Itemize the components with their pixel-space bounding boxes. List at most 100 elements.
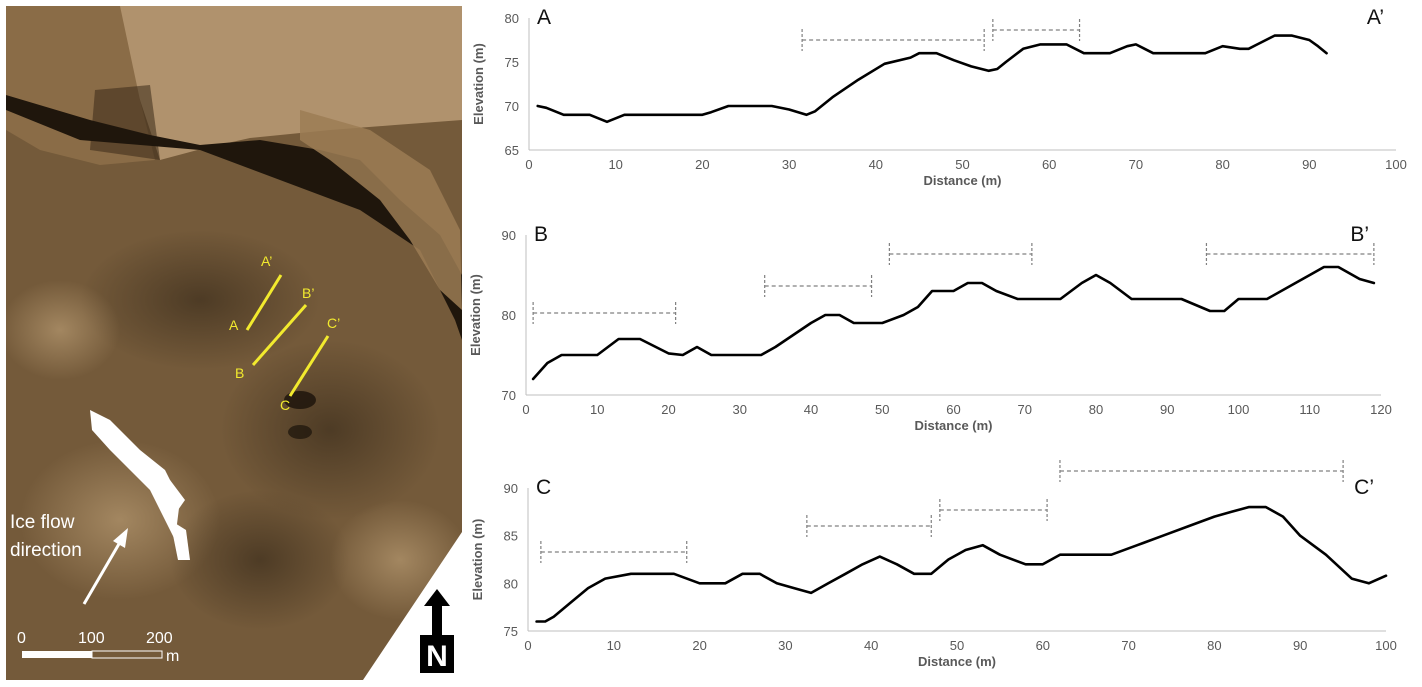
profile-line-b	[251, 304, 308, 366]
scale-bar: 0 100 200 m	[17, 630, 179, 665]
profile-lines: A A’ B B’ C C’	[229, 253, 340, 413]
x-axis-title: Distance (m)	[923, 173, 1001, 188]
x-tick-label: 70	[1121, 638, 1135, 653]
x-tick-label: 60	[1042, 157, 1056, 172]
profile-a-start-label: A	[229, 317, 239, 333]
terrain-shade	[170, 490, 350, 630]
snow-patch	[150, 470, 185, 510]
x-tick-label: 10	[607, 638, 621, 653]
x-tick-label: 90	[1160, 402, 1174, 417]
gully	[6, 95, 462, 340]
panel-label-end: C’	[1354, 476, 1374, 499]
north-arrow-icon	[424, 589, 450, 606]
ice-flow-arrow-icon	[113, 528, 128, 548]
snow-patch	[90, 410, 180, 540]
panel-label-end: B’	[1350, 223, 1369, 246]
profile-b-start-label: B	[235, 365, 244, 381]
x-tick-label: 100	[1228, 402, 1250, 417]
x-tick-label: 50	[950, 638, 964, 653]
x-tick-label: 120	[1370, 402, 1392, 417]
profile-line-c	[288, 335, 330, 397]
x-tick-label: 110	[1299, 402, 1320, 417]
y-tick-label: 75	[504, 624, 518, 639]
scale-tick-0: 0	[17, 630, 26, 647]
y-tick-label: 75	[505, 55, 519, 70]
x-tick-label: 10	[590, 402, 604, 417]
elevation-profile-line	[531, 265, 1376, 381]
profile-chart-c: 75 80 85 90 0 10 20 30 40 50 60 70 80 90 100 Distance (…	[470, 460, 1397, 669]
x-tick-label: 80	[1207, 638, 1221, 653]
ice-flow-label-line1: Ice flow	[10, 512, 75, 533]
scale-tick-200: 200	[146, 630, 173, 647]
x-tick-label: 90	[1302, 157, 1316, 172]
x-tick-label: 0	[524, 638, 531, 653]
terrain-shade	[220, 340, 440, 520]
x-tick-label: 40	[804, 402, 818, 417]
satellite-map	[6, 6, 462, 680]
panel-label-start: B	[534, 223, 548, 246]
plain-area	[110, 6, 462, 160]
x-tick-label: 10	[608, 157, 622, 172]
snow-patch	[170, 520, 190, 560]
x-tick-label: 70	[1018, 402, 1032, 417]
elevation-profile-line	[535, 505, 1388, 623]
north-label: N	[426, 640, 448, 673]
panel-label-start: A	[537, 6, 551, 29]
terrain-shade	[80, 230, 320, 370]
north-label-box	[420, 635, 454, 673]
scale-bar-filled	[22, 651, 92, 658]
ridge-shadow	[90, 85, 160, 160]
scale-unit: m	[166, 648, 179, 665]
x-tick-label: 0	[522, 402, 529, 417]
y-tick-label: 65	[505, 143, 519, 158]
x-tick-label: 0	[525, 157, 532, 172]
x-tick-label: 50	[955, 157, 969, 172]
profile-c-end-label: C’	[327, 315, 340, 331]
profile-c-start-label: C	[280, 397, 290, 413]
x-tick-label: 70	[1129, 157, 1143, 172]
profile-chart-b: 70 80 90 0 10 20 30 40 50 60 70 80 90 100 110 120 Distan…	[468, 223, 1392, 433]
north-arrow: N	[420, 589, 454, 673]
north-arrow-shaft	[432, 605, 442, 635]
scale-bar-empty	[91, 650, 163, 659]
terrain-light	[6, 280, 120, 380]
y-tick-label: 80	[504, 576, 518, 591]
profile-b-end-label: B’	[302, 285, 314, 301]
x-tick-label: 100	[1385, 157, 1407, 172]
x-tick-label: 20	[692, 638, 706, 653]
profile-line-a	[245, 274, 283, 331]
y-tick-label: 80	[502, 308, 516, 323]
elevation-profile-line	[536, 34, 1328, 124]
ice-flow-annotation: Ice flow direction	[10, 512, 128, 605]
moraine-ridge	[300, 110, 462, 310]
x-tick-label: 20	[695, 157, 709, 172]
x-tick-label: 40	[869, 157, 883, 172]
ice-flow-arrow-shaft	[82, 536, 125, 605]
y-tick-label: 80	[505, 11, 519, 26]
y-tick-label: 90	[502, 228, 516, 243]
terrain-light	[330, 500, 462, 620]
y-tick-label: 70	[505, 99, 519, 114]
x-tick-label: 80	[1215, 157, 1229, 172]
ice-flow-label-line2: direction	[10, 540, 82, 561]
panel-label-start: C	[536, 476, 551, 499]
y-tick-label: 90	[504, 481, 518, 496]
depression	[288, 425, 312, 439]
x-tick-label: 30	[782, 157, 796, 172]
x-tick-label: 80	[1089, 402, 1103, 417]
x-tick-label: 30	[778, 638, 792, 653]
x-tick-label: 100	[1375, 638, 1397, 653]
x-tick-label: 60	[946, 402, 960, 417]
x-axis-title: Distance (m)	[918, 654, 996, 669]
y-tick-label: 70	[502, 388, 516, 403]
y-axis-title: Elevation (m)	[468, 274, 483, 356]
x-tick-label: 60	[1036, 638, 1050, 653]
panel-label-end: A’	[1367, 6, 1384, 29]
profile-chart-a: 65 70 75 80 0 10 20 30 40 50 60 70 80 90 100 Distance (…	[471, 6, 1407, 188]
x-tick-label: 50	[875, 402, 889, 417]
x-axis-title: Distance (m)	[914, 418, 992, 433]
x-tick-label: 40	[864, 638, 878, 653]
scale-tick-100: 100	[78, 630, 105, 647]
x-tick-label: 90	[1293, 638, 1307, 653]
